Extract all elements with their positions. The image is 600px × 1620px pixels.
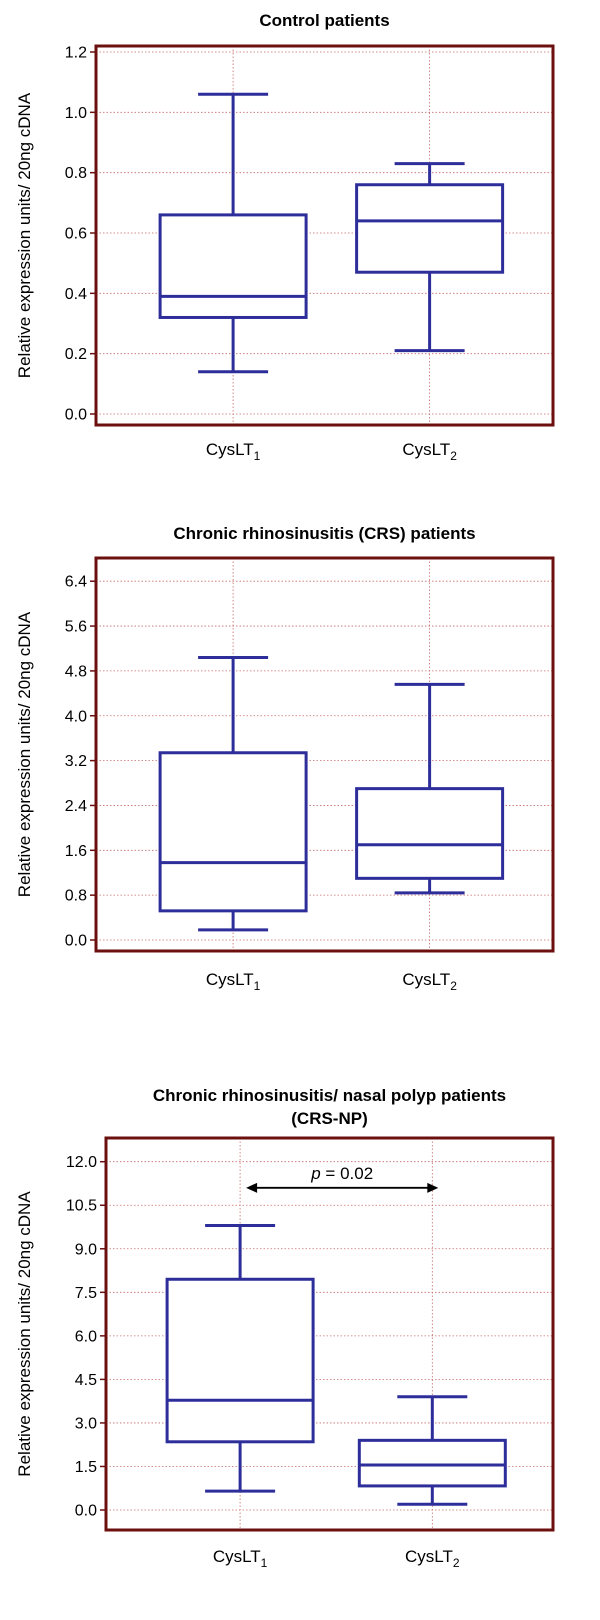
y-tick-label: 1.0 — [65, 105, 87, 122]
y-tick-label: 0.6 — [65, 226, 87, 243]
y-tick-label: 2.4 — [65, 798, 87, 815]
plot-frame — [104, 1136, 555, 1532]
x-category-label: CysLT2 — [402, 970, 457, 993]
iqr-box — [355, 183, 505, 274]
p-value-label: p = 0.02 — [310, 1164, 373, 1183]
iqr-box — [158, 213, 308, 319]
y-tick-label: 3.0 — [75, 1415, 97, 1432]
y-tick-label: 0.8 — [65, 165, 87, 182]
y-tick-label: 0.8 — [65, 888, 87, 905]
x-category-subscript: 2 — [453, 1556, 460, 1570]
y-tick-label: 0.2 — [65, 346, 87, 363]
box-1 — [158, 655, 308, 932]
y-tick-label: 6.0 — [75, 1328, 97, 1345]
x-category-subscript: 1 — [254, 449, 261, 463]
x-category-base: CysLT — [402, 970, 450, 989]
y-tick-label: 1.6 — [65, 843, 87, 860]
x-category-label: CysLT1 — [213, 1547, 268, 1570]
x-category-base: CysLT — [213, 1547, 261, 1566]
x-category-base: CysLT — [206, 970, 254, 989]
y-tick-label: 6.4 — [65, 574, 87, 591]
x-category-base: CysLT — [206, 440, 254, 459]
y-tick-label: 4.0 — [65, 708, 87, 725]
x-category-label: CysLT1 — [206, 440, 261, 463]
chart-panel-2: Chronic rhinosinusitis (CRS) patients Rel… — [15, 524, 555, 993]
x-category-subscript: 2 — [450, 449, 457, 463]
chart-title: Chronic rhinosinusitis (CRS) patients — [173, 524, 475, 543]
iqr-box — [357, 1438, 507, 1488]
box-1 — [158, 92, 308, 374]
box-2 — [355, 162, 505, 353]
y-tick-label: 12.0 — [66, 1154, 97, 1171]
chart-panel-3: Chronic rhinosinusitis/ nasal polyp pati… — [15, 1086, 555, 1570]
y-tick-label: 4.8 — [65, 663, 87, 680]
chart-title: Chronic rhinosinusitis/ nasal polyp pati… — [153, 1086, 506, 1105]
y-tick-label: 5.6 — [65, 619, 87, 636]
arrowhead-left-icon — [246, 1182, 258, 1193]
x-category-label: CysLT1 — [206, 970, 261, 993]
y-tick-label: 4.5 — [75, 1372, 97, 1389]
x-category-label: CysLT2 — [405, 1547, 460, 1570]
y-tick-label: 7.5 — [75, 1285, 97, 1302]
p-value: = 0.02 — [321, 1164, 373, 1183]
box-2 — [355, 682, 505, 895]
plot-frame — [94, 44, 555, 427]
y-tick-label: 9.0 — [75, 1241, 97, 1258]
significance-annotation: p = 0.02 — [246, 1164, 439, 1193]
chart-title: Control patients — [259, 11, 389, 30]
y-tick-label: 10.5 — [66, 1198, 97, 1215]
chart-panel-1: Control patients Relative expression unit… — [15, 11, 555, 463]
chart-title-line2: (CRS-NP) — [291, 1109, 368, 1128]
x-category-subscript: 1 — [261, 1556, 268, 1570]
x-category-base: CysLT — [405, 1547, 453, 1566]
y-tick-label: 0.4 — [65, 286, 87, 303]
x-category-base: CysLT — [402, 440, 450, 459]
y-tick-label: 3.2 — [65, 753, 87, 770]
y-axis-label: Relative expression units/ 20ng cDNA — [15, 1191, 34, 1477]
y-tick-label: 0.0 — [65, 933, 87, 950]
y-tick-label: 1.5 — [75, 1459, 97, 1476]
y-tick-label: 0.0 — [65, 407, 87, 424]
x-category-label: CysLT2 — [402, 440, 457, 463]
plot-frame — [94, 556, 555, 953]
iqr-box — [158, 751, 308, 913]
y-axis-label: Relative expression units/ 20ng cDNA — [15, 611, 34, 897]
p-symbol: p — [310, 1164, 320, 1183]
iqr-box — [355, 787, 505, 880]
y-axis-label: Relative expression units/ 20ng cDNA — [15, 92, 34, 378]
box-1 — [165, 1224, 315, 1493]
x-category-subscript: 2 — [450, 979, 457, 993]
y-tick-label: 1.2 — [65, 45, 87, 62]
arrowhead-right-icon — [427, 1182, 439, 1193]
x-category-subscript: 1 — [254, 979, 261, 993]
box-2 — [357, 1395, 507, 1506]
iqr-box — [165, 1277, 315, 1444]
y-tick-label: 0.0 — [75, 1503, 97, 1520]
